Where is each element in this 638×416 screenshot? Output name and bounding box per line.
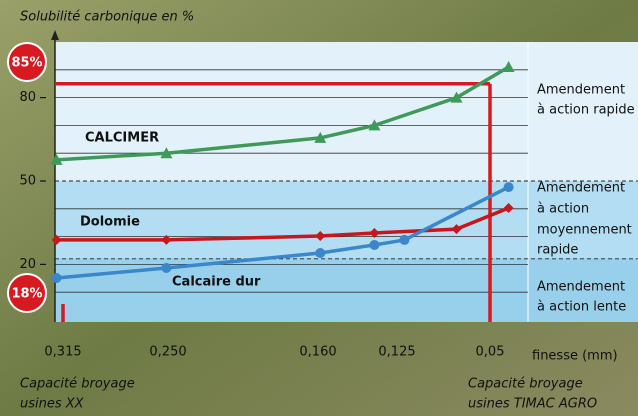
- point: [315, 248, 325, 258]
- zone-label: Amendement: [537, 280, 625, 295]
- chart-title: Solubilité carbonique en %: [20, 10, 194, 25]
- point: [52, 273, 62, 283]
- page: Solubilité carbonique en % finesse (mm) …: [0, 0, 638, 416]
- x-tick-label: 0,315: [44, 345, 81, 360]
- x-tick-label: 0,05: [476, 345, 505, 360]
- footnote: Capacité broyage: [20, 377, 135, 392]
- zone-label: à action rapide: [537, 103, 635, 118]
- series-label: Calcaire dur: [172, 275, 261, 290]
- x-tick-label: 0,250: [149, 345, 186, 360]
- badge-label: 85%: [11, 56, 42, 71]
- x-tick-label: 0,160: [299, 345, 336, 360]
- y-tick-label: 80: [19, 90, 36, 105]
- zone-label: à action: [537, 202, 589, 217]
- point: [399, 235, 409, 245]
- y-tick-label: 20: [19, 257, 36, 272]
- footnote: usines XX: [20, 397, 85, 412]
- point: [369, 240, 379, 250]
- chart: Solubilité carbonique en % finesse (mm) …: [0, 0, 638, 416]
- zone-label: Amendement: [537, 83, 625, 98]
- zone-label: à action lente: [537, 300, 626, 315]
- footnote: Capacité broyage: [468, 377, 583, 392]
- series-label: Dolomie: [80, 215, 140, 230]
- x-tick-label: 0,125: [378, 345, 415, 360]
- series-label: CALCIMER: [85, 131, 159, 146]
- footnote: usines TIMAC AGRO: [468, 397, 597, 412]
- zone-label: rapide: [537, 243, 578, 258]
- y-tick-label: 50: [19, 174, 36, 189]
- zone-label: moyennement: [537, 223, 632, 238]
- x-axis-label: finesse (mm): [532, 349, 618, 364]
- zone-label: Amendement: [537, 181, 625, 196]
- point: [504, 182, 514, 192]
- badge-label: 18%: [11, 287, 42, 302]
- point: [161, 263, 171, 273]
